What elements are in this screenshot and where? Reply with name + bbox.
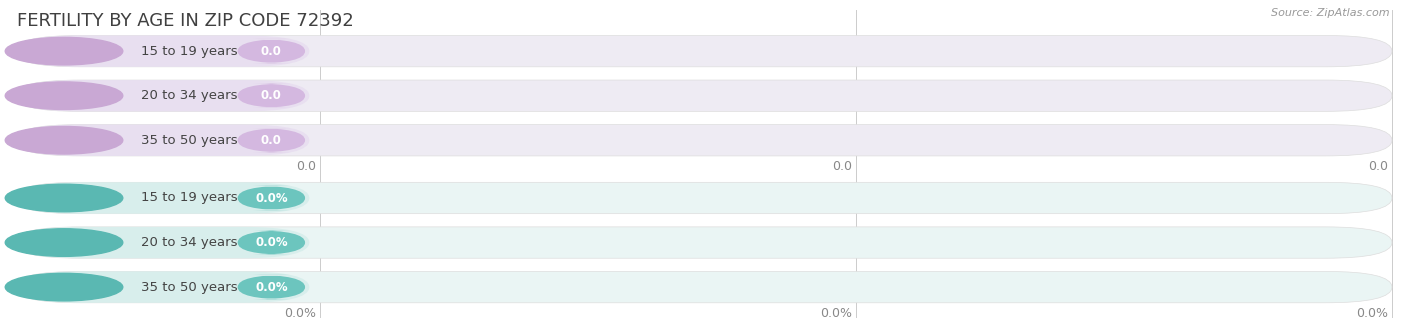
- Text: 0.0%: 0.0%: [820, 307, 852, 320]
- FancyBboxPatch shape: [14, 227, 309, 258]
- FancyBboxPatch shape: [238, 275, 305, 299]
- Circle shape: [6, 82, 122, 110]
- Text: 0.0: 0.0: [295, 160, 316, 173]
- FancyBboxPatch shape: [14, 271, 309, 303]
- Text: 15 to 19 years: 15 to 19 years: [141, 45, 238, 58]
- Text: 35 to 50 years: 35 to 50 years: [141, 280, 238, 294]
- Circle shape: [6, 184, 122, 212]
- Text: 20 to 34 years: 20 to 34 years: [141, 89, 238, 102]
- Text: 0.0%: 0.0%: [254, 191, 288, 205]
- FancyBboxPatch shape: [14, 36, 309, 67]
- FancyBboxPatch shape: [14, 80, 309, 112]
- FancyBboxPatch shape: [238, 230, 305, 255]
- FancyBboxPatch shape: [14, 227, 1392, 258]
- Text: 0.0%: 0.0%: [284, 307, 316, 320]
- Text: FERTILITY BY AGE IN ZIP CODE 72392: FERTILITY BY AGE IN ZIP CODE 72392: [17, 12, 354, 30]
- Circle shape: [6, 229, 122, 256]
- Text: 0.0: 0.0: [832, 160, 852, 173]
- FancyBboxPatch shape: [14, 182, 1392, 214]
- Text: 35 to 50 years: 35 to 50 years: [141, 134, 238, 147]
- FancyBboxPatch shape: [14, 182, 309, 214]
- FancyBboxPatch shape: [14, 125, 309, 156]
- Text: 0.0: 0.0: [262, 134, 281, 147]
- FancyBboxPatch shape: [238, 39, 305, 63]
- FancyBboxPatch shape: [238, 83, 305, 108]
- FancyBboxPatch shape: [14, 125, 1392, 156]
- Text: 0.0%: 0.0%: [1355, 307, 1388, 320]
- Text: 0.0: 0.0: [1368, 160, 1388, 173]
- Text: 0.0: 0.0: [262, 45, 281, 58]
- FancyBboxPatch shape: [238, 186, 305, 210]
- FancyBboxPatch shape: [14, 271, 1392, 303]
- Text: 0.0%: 0.0%: [254, 280, 288, 294]
- Text: 0.0%: 0.0%: [254, 236, 288, 249]
- FancyBboxPatch shape: [238, 128, 305, 152]
- Circle shape: [6, 273, 122, 301]
- Text: Source: ZipAtlas.com: Source: ZipAtlas.com: [1271, 8, 1389, 18]
- Text: 0.0: 0.0: [262, 89, 281, 102]
- FancyBboxPatch shape: [14, 36, 1392, 67]
- Circle shape: [6, 126, 122, 154]
- Circle shape: [6, 37, 122, 65]
- Text: 20 to 34 years: 20 to 34 years: [141, 236, 238, 249]
- FancyBboxPatch shape: [14, 80, 1392, 112]
- Text: 15 to 19 years: 15 to 19 years: [141, 191, 238, 205]
